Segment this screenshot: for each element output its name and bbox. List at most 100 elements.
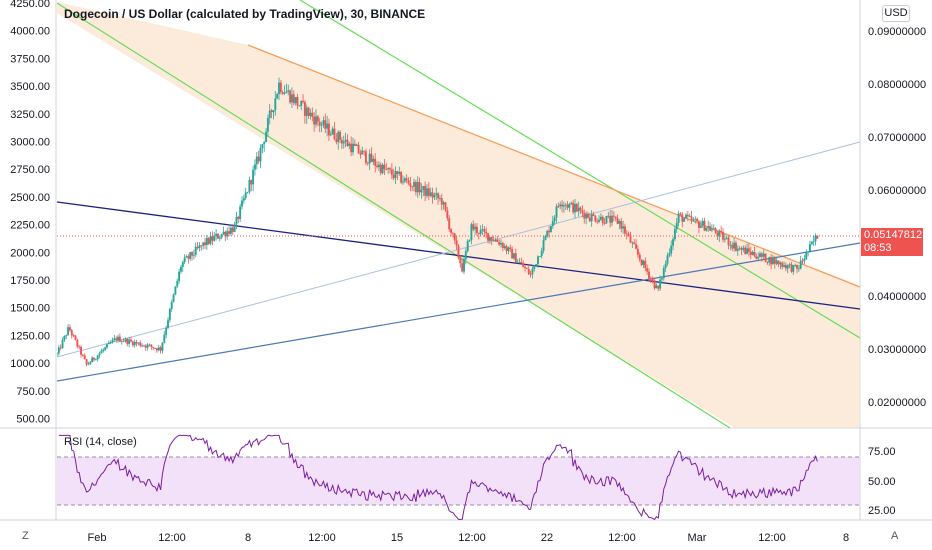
candle-body xyxy=(328,123,330,136)
blue-support-line[interactable] xyxy=(57,242,860,382)
left-axis-tick: 2000.00 xyxy=(10,247,50,259)
candle-body xyxy=(759,253,761,258)
candle-body xyxy=(226,231,229,237)
candle-body xyxy=(605,215,608,224)
time-axis[interactable]: Feb 12:00 8 12:00 15 12:00 22 12:00 Mar 12:00 8 xyxy=(88,532,850,544)
candle-body xyxy=(612,215,615,217)
candle-body xyxy=(359,153,362,155)
candle-body xyxy=(775,260,778,264)
rsi-axis-tick: 75.00 xyxy=(868,446,896,458)
left-axis-tick: 2750.00 xyxy=(10,164,50,176)
candle-body xyxy=(677,213,680,223)
candle-body xyxy=(207,237,210,244)
currency-button[interactable]: USD xyxy=(882,5,910,22)
candle-body xyxy=(799,260,802,269)
candle-body xyxy=(433,195,436,198)
candle-body xyxy=(720,230,723,233)
candle-body xyxy=(422,185,425,190)
candle-body xyxy=(651,278,654,281)
candle-body xyxy=(246,192,249,193)
rsi-band xyxy=(57,457,860,505)
candle-body xyxy=(590,214,593,222)
candle-body xyxy=(607,215,610,217)
orange-trend-line[interactable] xyxy=(247,44,860,288)
candle-body xyxy=(322,120,325,125)
right-price-axis[interactable]: 0.09000000 0.08000000 0.07000000 0.06000000… xyxy=(868,26,926,409)
candle-body xyxy=(733,242,736,249)
candle-body xyxy=(790,264,793,272)
candle-body xyxy=(383,164,386,170)
candle-body xyxy=(102,349,105,352)
channel-upper-green-line[interactable] xyxy=(299,0,860,339)
candle-body xyxy=(735,242,737,251)
candle-body xyxy=(394,171,397,179)
auto-scale-button[interactable]: A xyxy=(891,530,899,542)
candle-body xyxy=(642,260,645,265)
left-axis-tick: 1750.00 xyxy=(10,275,50,287)
candle-body xyxy=(670,245,673,254)
candle-body xyxy=(622,226,625,229)
candle-body xyxy=(106,344,108,348)
candle-body xyxy=(583,213,586,219)
candle-body xyxy=(490,237,493,241)
candle-body xyxy=(555,206,558,218)
candle-body xyxy=(265,131,267,142)
candle-body xyxy=(500,242,502,245)
candle-body xyxy=(572,202,575,213)
rsi-legend[interactable]: RSI (14, close) xyxy=(64,436,137,448)
candle-body xyxy=(548,230,551,233)
candle-body xyxy=(98,353,101,356)
left-price-axis[interactable]: 4250.00 4000.00 3750.00 3500.00 3250.00 3000.… xyxy=(10,0,50,426)
candle-body xyxy=(307,107,310,116)
rsi-axis[interactable]: 75.00 50.00 25.00 xyxy=(868,446,896,517)
candle-body xyxy=(100,351,103,354)
candle-body xyxy=(453,233,456,241)
candle-body xyxy=(638,254,641,260)
chart-title: Dogecoin / US Dollar (calculated by Trad… xyxy=(64,7,426,21)
left-axis-tick: 3250.00 xyxy=(10,109,50,121)
candle-body xyxy=(716,232,719,237)
candle-body xyxy=(281,92,284,94)
candle-body xyxy=(324,120,327,129)
candle-body xyxy=(331,128,334,135)
candle-body xyxy=(107,342,110,345)
candle-body xyxy=(357,144,360,154)
candle-body xyxy=(368,153,371,164)
candle-body xyxy=(809,244,811,252)
candle-body xyxy=(113,338,116,340)
candle-body xyxy=(531,268,534,275)
candle-body xyxy=(783,265,785,267)
channel-lower-green-line[interactable] xyxy=(57,2,731,428)
candle-body xyxy=(794,264,797,266)
candle-body xyxy=(213,236,216,241)
candle-body xyxy=(63,335,66,340)
candle-body xyxy=(178,271,181,281)
candle-body xyxy=(633,242,636,245)
candle-body xyxy=(476,226,478,233)
time-axis-tick: 12:00 xyxy=(158,532,186,544)
candle-body xyxy=(712,228,715,230)
candle-body xyxy=(464,251,467,260)
bar-countdown: 08:53 xyxy=(864,242,892,254)
candle-body xyxy=(120,341,123,343)
candle-body xyxy=(672,239,674,246)
channel-fill[interactable] xyxy=(57,2,860,428)
candle-body xyxy=(683,218,686,222)
candle-body xyxy=(496,239,499,242)
candle-body xyxy=(72,335,75,337)
candle-body xyxy=(298,105,301,107)
candle-body xyxy=(191,252,193,256)
candle-body xyxy=(124,338,127,342)
zoom-scale-button[interactable]: Z xyxy=(22,530,29,542)
candle-body xyxy=(707,226,710,228)
candle-body xyxy=(601,216,604,224)
candle-body xyxy=(414,181,417,193)
candle-body xyxy=(411,186,414,188)
candle-body xyxy=(520,262,523,264)
candle-body xyxy=(263,141,266,145)
candle-body xyxy=(94,359,97,361)
candle-body xyxy=(718,230,721,237)
candle-body xyxy=(437,193,440,199)
candle-body xyxy=(755,256,758,259)
